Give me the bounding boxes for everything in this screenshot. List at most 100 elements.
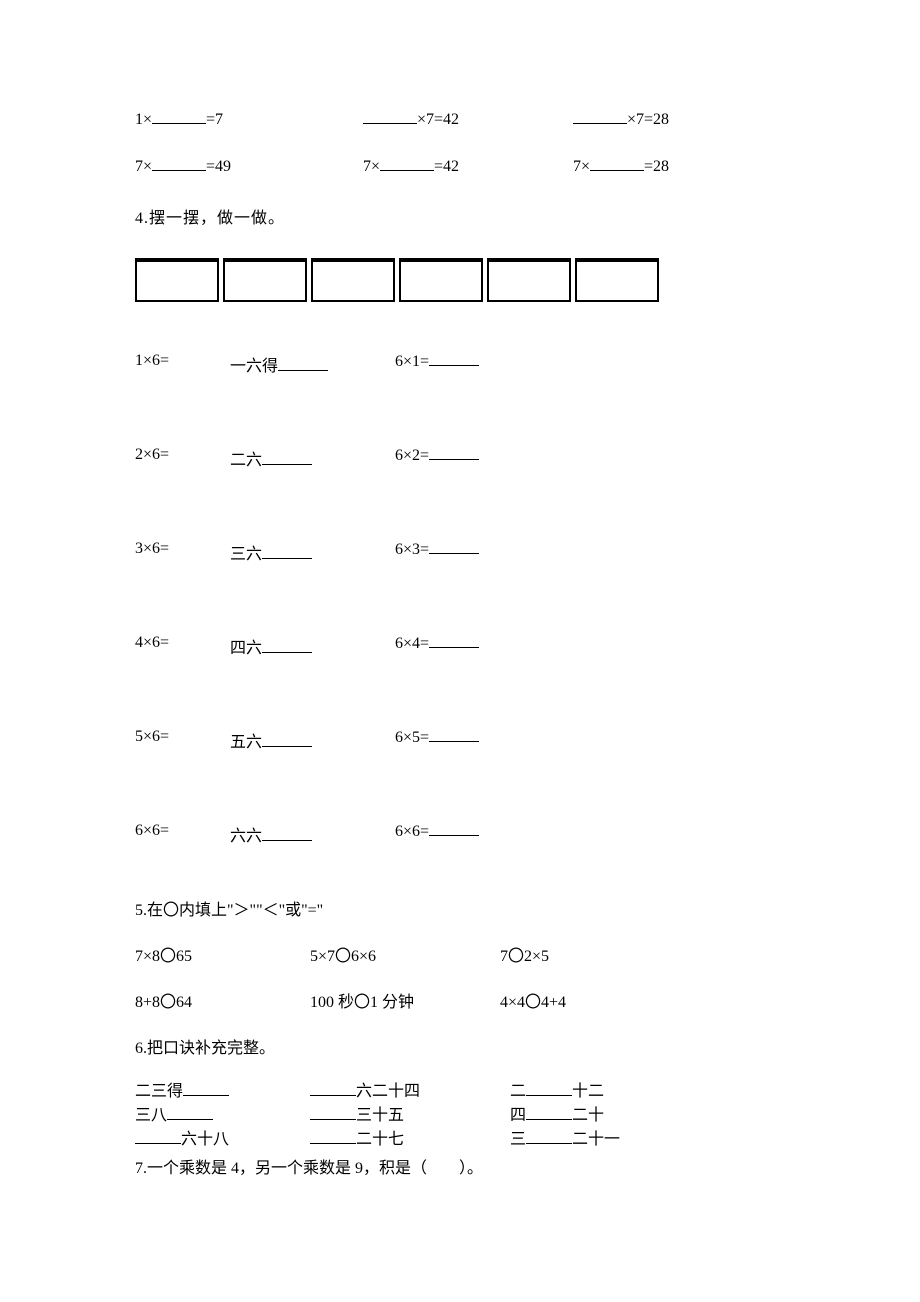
expr: 4×6= [135, 634, 230, 658]
q6-row-1: 二三得 六二十四 二 十二 [135, 1080, 785, 1104]
text: 二十一 [572, 1131, 620, 1148]
blank[interactable] [429, 728, 479, 742]
box-icon [575, 258, 659, 302]
expr: 6×3= [395, 540, 785, 564]
text: ×7=28 [627, 111, 669, 128]
blank[interactable] [262, 451, 312, 465]
text: 十二 [572, 1083, 604, 1100]
expr: 6×2= [395, 446, 785, 470]
text: 二 [510, 1083, 526, 1100]
q7-text: 7.一个乘数是 4，另一个乘数是 9，积是（ ）。 [135, 1154, 785, 1178]
blank[interactable] [310, 1082, 356, 1096]
text: 三十五 [356, 1107, 404, 1124]
box-icon [399, 258, 483, 302]
q5-row-1: 7×8〇65 5×7〇6×6 7〇2×5 [135, 942, 785, 966]
box-icon [135, 258, 219, 302]
text: 六十八 [181, 1131, 229, 1148]
text: 6×5= [395, 729, 429, 746]
blank[interactable] [590, 157, 644, 171]
q5-cell: 100 秒〇1 分钟 [310, 988, 500, 1012]
text: 7× [363, 158, 380, 175]
blank[interactable] [429, 446, 479, 460]
q4-line-3: 3×6= 三六 6×3= [135, 540, 785, 564]
q5-heading: 5.在〇内填上"＞""＜"或"=" [135, 896, 785, 920]
blank[interactable] [310, 1130, 356, 1144]
blank[interactable] [262, 545, 312, 559]
q6-cell: 四二十 [510, 1104, 785, 1128]
text: 三八 [135, 1107, 167, 1124]
text: 一六得 [230, 358, 278, 375]
q6-heading: 6.把口诀补充完整。 [135, 1034, 785, 1058]
rhyme: 五六 [230, 728, 395, 752]
rhyme: 四六 [230, 634, 395, 658]
expr: 6×4= [395, 634, 785, 658]
text: 四 [510, 1107, 526, 1124]
q6-cell: 三八 [135, 1104, 310, 1128]
blank[interactable] [262, 827, 312, 841]
blank[interactable] [167, 1106, 213, 1120]
blank[interactable] [278, 357, 328, 371]
box-icon [223, 258, 307, 302]
blank[interactable] [183, 1082, 229, 1096]
blank[interactable] [526, 1082, 572, 1096]
expr: 1×6= [135, 352, 230, 376]
expr: 6×1= [395, 352, 785, 376]
blank[interactable] [380, 157, 434, 171]
q4-line-2: 2×6= 二六 6×2= [135, 446, 785, 470]
q6-cell: 三二十一 [510, 1128, 785, 1152]
box-icon [311, 258, 395, 302]
text: 二三得 [135, 1083, 183, 1100]
q5-row-2: 8+8〇64 100 秒〇1 分钟 4×4〇4+4 [135, 988, 785, 1012]
q6-cell: 二 十二 [510, 1080, 785, 1104]
blank[interactable] [429, 634, 479, 648]
blank[interactable] [429, 822, 479, 836]
q4-line-1: 1×6= 一六得 6×1= [135, 352, 785, 376]
text: 二六 [230, 452, 262, 469]
blank[interactable] [526, 1130, 572, 1144]
q3-r1-c1: 1× =7 [135, 110, 363, 129]
blank[interactable] [152, 110, 206, 124]
q3-row-1: 1×=7 ×7=42 ×7=28 [135, 110, 785, 129]
rhyme: 一六得 [230, 352, 395, 376]
q4-line-4: 4×6= 四六 6×4= [135, 634, 785, 658]
text: 6×4= [395, 635, 429, 652]
q5-cell: 7〇2×5 [500, 942, 785, 966]
text: 6×2= [395, 447, 429, 464]
rhyme: 三六 [230, 540, 395, 564]
text: 6×6= [395, 823, 429, 840]
blank[interactable] [429, 540, 479, 554]
q6-cell: 六二十四 [310, 1080, 510, 1104]
text: 六六 [230, 828, 262, 845]
blank[interactable] [135, 1130, 181, 1144]
expr: 2×6= [135, 446, 230, 470]
worksheet-page: 1×=7 ×7=42 ×7=28 7×=49 7×=42 7×=28 4.摆一摆… [0, 0, 920, 1302]
expr: 3×6= [135, 540, 230, 564]
q5-cell: 7×8〇65 [135, 942, 310, 966]
q3-row-2: 7×=49 7×=42 7×=28 [135, 157, 785, 176]
expr: 5×6= [135, 728, 230, 752]
q6-cell: 二十七 [310, 1128, 510, 1152]
blank[interactable] [526, 1106, 572, 1120]
blank[interactable] [152, 157, 206, 171]
blank[interactable] [262, 733, 312, 747]
q5-cell: 4×4〇4+4 [500, 988, 785, 1012]
q4-boxes [135, 258, 785, 302]
q6-row-3: 六十八 二十七 三二十一 [135, 1128, 785, 1152]
blank[interactable] [262, 639, 312, 653]
blank[interactable] [310, 1106, 356, 1120]
text: 1× [135, 111, 152, 128]
text: =7 [206, 111, 223, 128]
q6-cell: 六十八 [135, 1128, 310, 1152]
expr: 6×6= [135, 822, 230, 846]
q3-r2-c3: 7× =28 [573, 157, 785, 176]
expr: 6×6= [395, 822, 785, 846]
q6-cell: 二三得 [135, 1080, 310, 1104]
q6-cell: 三十五 [310, 1104, 510, 1128]
text: =28 [644, 158, 669, 175]
q5-cell: 8+8〇64 [135, 988, 310, 1012]
blank[interactable] [573, 110, 627, 124]
rhyme: 二六 [230, 446, 395, 470]
blank[interactable] [429, 352, 479, 366]
blank[interactable] [363, 110, 417, 124]
text: 7× [573, 158, 590, 175]
